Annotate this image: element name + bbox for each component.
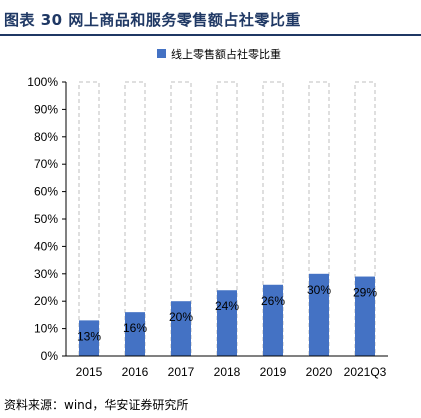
legend-swatch [157, 49, 166, 58]
data-label: 26% [261, 294, 285, 308]
data-bars [79, 273, 375, 356]
x-tick-label: 2017 [168, 365, 195, 379]
bar [263, 284, 283, 356]
figure-header: 图表 30 网上商品和服务零售额占社零比重 [0, 0, 421, 36]
data-label: 24% [215, 299, 239, 313]
x-tick-label: 2016 [122, 365, 149, 379]
bar [355, 276, 375, 356]
y-axis: 0% 10% 20% 30% 40% 50% 60% 70% 80% 90% 100% [27, 75, 67, 363]
y-tick-label: 100% [27, 75, 58, 89]
y-tick-label: 20% [34, 294, 58, 308]
bar [125, 312, 145, 356]
data-label: 29% [353, 286, 377, 300]
data-label: 16% [123, 321, 147, 335]
legend-label: 线上零售额占社零比重 [171, 47, 281, 61]
bar [309, 273, 329, 356]
data-label: 30% [307, 283, 331, 297]
y-tick-label: 80% [34, 130, 58, 144]
figure-title: 图表 30 网上商品和服务零售额占社零比重 [4, 11, 301, 29]
x-tick-label: 2019 [260, 365, 287, 379]
y-tick-label: 70% [34, 157, 58, 171]
y-tick-label: 90% [34, 102, 58, 116]
x-tick-label: 2015 [76, 365, 103, 379]
y-tick-label: 50% [34, 212, 58, 226]
y-tick-label: 0% [41, 349, 59, 363]
bar [171, 301, 191, 356]
data-label: 20% [169, 310, 193, 324]
x-axis: 2015 2016 2017 2018 2019 2020 2021Q3 [66, 355, 388, 379]
background-bar [78, 81, 100, 357]
x-tick-label: 2021Q3 [344, 365, 387, 379]
x-tick-label: 2018 [214, 365, 241, 379]
y-tick-label: 10% [34, 322, 58, 336]
bar-chart: 线上零售额占社零比重 0% 10% 20% 30% 40% 50% 60% 70% 80% 90%… [27, 47, 388, 379]
data-label: 13% [77, 329, 101, 343]
data-labels: 13% 16% 20% 24% 26% 30% 29% [77, 283, 377, 344]
chart-area: 线上零售额占社零比重 0% 10% 20% 30% 40% 50% 60% 70% 80% 90%… [0, 36, 421, 386]
y-tick-label: 30% [34, 267, 58, 281]
y-tick-label: 40% [34, 239, 58, 253]
bar [79, 320, 99, 356]
bar [217, 290, 237, 356]
x-tick-label: 2020 [306, 365, 333, 379]
source-note: 资料来源：wind，华安证券研究所 [4, 398, 189, 412]
legend: 线上零售额占社零比重 [157, 47, 281, 61]
y-tick-label: 60% [34, 185, 58, 199]
